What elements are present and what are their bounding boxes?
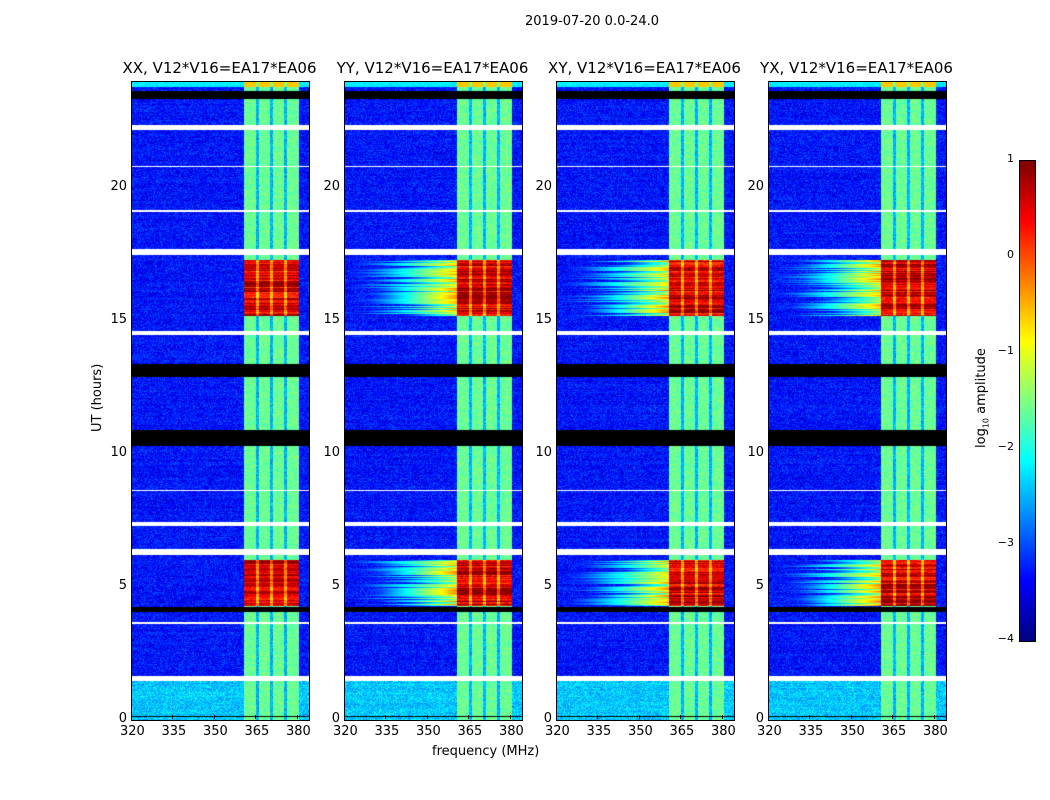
- x-tick-label: 380: [498, 724, 524, 739]
- x-tick-label: 380: [922, 724, 948, 739]
- x-tick-mark: [131, 715, 132, 719]
- y-tick-label: 15: [323, 312, 340, 328]
- x-tick-mark: [468, 715, 470, 719]
- y-tick-label: 0: [755, 711, 764, 726]
- x-tick-mark: [385, 715, 387, 719]
- x-tick-label: 335: [161, 724, 187, 739]
- panel-title: XY, V12*V16=EA17*EA06: [548, 59, 741, 77]
- y-tick-label: 10: [110, 445, 127, 461]
- x-tick-mark: [933, 715, 935, 719]
- x-tick-label: 350: [202, 724, 228, 739]
- colorbar-label-sub: 10: [981, 417, 991, 429]
- x-tick-label: 335: [586, 724, 612, 739]
- panel-title: XX, V12*V16=EA17*EA06: [122, 59, 317, 77]
- x-tick-mark: [344, 715, 345, 719]
- x-tick-mark: [556, 715, 557, 719]
- x-tick-mark: [509, 715, 511, 719]
- y-tick-label: 20: [323, 179, 340, 195]
- colorbar-tick-label: −2: [997, 440, 1014, 453]
- y-tick-label: 0: [543, 711, 552, 726]
- colorbar-tick-label: −3: [997, 536, 1014, 549]
- colorbar-tick-label: 1: [1007, 152, 1014, 165]
- y-tick-label: 5: [543, 578, 552, 594]
- colorbar-tick-label: −4: [997, 632, 1014, 645]
- x-tick-mark: [809, 715, 811, 719]
- y-tick-label: 10: [323, 445, 340, 461]
- y-tick-label: 20: [747, 179, 764, 195]
- spectrogram-panel: [556, 81, 735, 721]
- y-tick-label: 5: [118, 578, 127, 594]
- x-tick-mark: [768, 715, 769, 719]
- x-tick-mark: [172, 715, 174, 719]
- y-tick-label: 5: [755, 578, 764, 594]
- y-tick-label: 20: [535, 179, 552, 195]
- x-tick-label: 350: [839, 724, 865, 739]
- x-tick-mark: [213, 715, 215, 719]
- colorbar-label-rest: amplitude: [974, 348, 989, 418]
- y-tick-label: 0: [118, 711, 127, 726]
- spectrogram-panel: [344, 81, 523, 721]
- y-tick-label: 10: [747, 445, 764, 461]
- x-tick-label: 335: [798, 724, 824, 739]
- x-tick-label: 365: [881, 724, 907, 739]
- x-tick-label: 365: [669, 724, 695, 739]
- y-tick-label: 15: [535, 312, 552, 328]
- figure-suptitle: 2019-07-20 0.0-24.0: [525, 14, 659, 29]
- x-tick-label: 350: [415, 724, 441, 739]
- x-tick-mark: [255, 715, 257, 719]
- panel-title: YY, V12*V16=EA17*EA06: [336, 59, 529, 77]
- x-tick-mark: [296, 715, 298, 719]
- x-tick-label: 320: [545, 724, 570, 739]
- x-tick-label: 335: [374, 724, 400, 739]
- x-tick-label: 365: [244, 724, 270, 739]
- x-tick-mark: [638, 715, 640, 719]
- x-tick-mark: [426, 715, 428, 719]
- y-tick-label: 0: [331, 711, 340, 726]
- x-tick-mark: [850, 715, 852, 719]
- x-tick-label: 380: [285, 724, 311, 739]
- x-tick-mark: [597, 715, 599, 719]
- colorbar-label: log10 amplitude: [974, 348, 991, 448]
- y-tick-label: 10: [535, 445, 552, 461]
- x-tick-label: 380: [710, 724, 736, 739]
- panel-title: YX, V12*V16=EA17*EA06: [760, 59, 953, 77]
- y-axis-label: UT (hours): [90, 363, 105, 432]
- colorbar-tick-label: 0: [1007, 248, 1014, 261]
- y-tick-label: 15: [110, 312, 127, 328]
- x-axis-label: frequency (MHz): [432, 744, 540, 759]
- y-tick-label: 20: [110, 179, 127, 195]
- colorbar-label-log: log: [974, 428, 989, 448]
- x-tick-mark: [892, 715, 894, 719]
- y-tick-label: 5: [331, 578, 340, 594]
- colorbar: [1019, 160, 1036, 642]
- y-tick-label: 15: [747, 312, 764, 328]
- x-tick-label: 320: [120, 724, 145, 739]
- x-tick-label: 320: [757, 724, 782, 739]
- spectrogram-panel: [768, 81, 947, 721]
- x-tick-label: 320: [333, 724, 358, 739]
- x-tick-label: 350: [627, 724, 653, 739]
- x-tick-mark: [680, 715, 682, 719]
- spectrogram-panel: [131, 81, 310, 721]
- colorbar-tick-label: −1: [997, 344, 1014, 357]
- x-tick-mark: [721, 715, 723, 719]
- x-tick-label: 365: [457, 724, 483, 739]
